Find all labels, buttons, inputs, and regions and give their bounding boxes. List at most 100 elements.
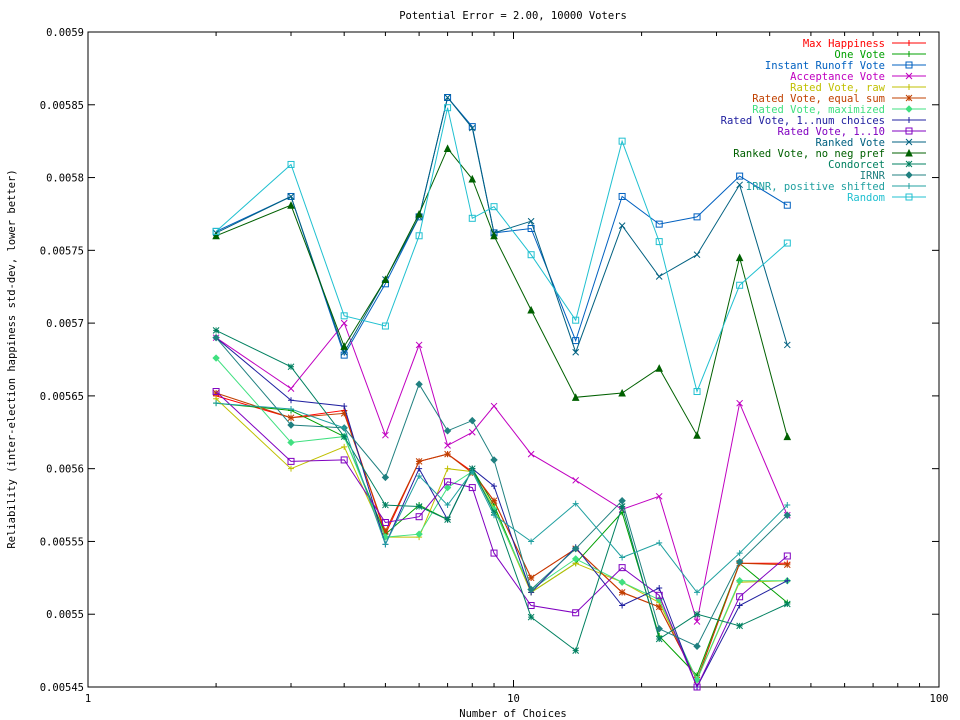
- data-point: [444, 465, 451, 472]
- data-point: [619, 602, 626, 609]
- data-point: [382, 431, 389, 439]
- legend-item: Rated Vote, 1..num choices: [721, 115, 926, 127]
- data-point: [416, 465, 423, 472]
- data-point: [212, 231, 220, 240]
- data-point: [736, 172, 744, 180]
- y-tick-label: 0.00585: [40, 100, 84, 112]
- data-point: [443, 144, 452, 152]
- data-point: [693, 642, 701, 650]
- data-point: [572, 316, 580, 324]
- data-point: [655, 273, 663, 280]
- data-point: [468, 214, 476, 222]
- data-point: [381, 519, 389, 527]
- data-point: [783, 432, 792, 441]
- data-point: [382, 541, 389, 548]
- series-instant-runoff-vote: [212, 94, 791, 359]
- data-point: [783, 239, 791, 247]
- data-point: [468, 124, 476, 132]
- data-point: [444, 104, 452, 112]
- data-point: [655, 591, 663, 599]
- data-point: [287, 363, 295, 371]
- data-point: [212, 227, 220, 235]
- data-point: [655, 492, 663, 500]
- legend-marker: [905, 193, 913, 201]
- data-point: [572, 476, 580, 484]
- data-point: [783, 341, 791, 349]
- data-point: [415, 341, 423, 349]
- legend-item: Ranked Vote, no neg pref: [733, 148, 926, 160]
- legend-label: Ranked Vote: [815, 137, 885, 149]
- data-point: [490, 549, 498, 557]
- legend-marker: [905, 160, 913, 168]
- data-point: [655, 603, 663, 611]
- chart-title: Potential Error = 2.00, 10000 Voters: [399, 10, 627, 22]
- data-point: [287, 457, 295, 465]
- data-point: [212, 333, 220, 342]
- legend-label: Condorcet: [828, 159, 885, 171]
- series-line: [215, 96, 788, 354]
- data-point: [571, 545, 580, 553]
- y-tick-label: 0.00555: [40, 536, 84, 548]
- data-point: [444, 502, 451, 509]
- data-point: [527, 450, 535, 458]
- data-point: [736, 593, 744, 601]
- legend-label: Rated Vote, raw: [790, 82, 886, 94]
- data-point: [415, 513, 423, 521]
- data-point: [287, 385, 295, 392]
- data-point: [618, 589, 626, 596]
- data-point: [784, 502, 791, 509]
- data-point: [572, 647, 580, 654]
- legend-label: One Vote: [834, 49, 885, 61]
- data-point: [618, 564, 626, 572]
- data-point: [415, 232, 423, 240]
- series-condorcet: [212, 327, 791, 654]
- data-point: [340, 312, 348, 320]
- x-tick-label: 100: [930, 693, 949, 705]
- data-point: [572, 348, 580, 356]
- legend-label: Rated Vote, maximized: [752, 104, 885, 116]
- series-line: [215, 96, 788, 357]
- data-point: [444, 94, 451, 101]
- data-point: [382, 501, 389, 509]
- legend-item: IRNR: [860, 170, 926, 182]
- legend-item: IRNR, positive shifted: [746, 181, 926, 193]
- data-point: [213, 400, 220, 407]
- data-point: [469, 468, 476, 475]
- legend-label: Random: [847, 192, 885, 204]
- data-point: [618, 222, 626, 229]
- y-tick-label: 0.00575: [40, 245, 84, 257]
- data-point: [340, 319, 348, 327]
- legend-item: Random: [847, 192, 926, 204]
- data-point: [341, 403, 348, 410]
- data-point: [444, 478, 452, 486]
- legend-item: Rated Vote, raw: [790, 82, 926, 94]
- data-point: [693, 618, 701, 625]
- data-point: [618, 137, 626, 145]
- legend-label: Instant Runoff Vote: [765, 60, 885, 72]
- data-point: [340, 342, 348, 350]
- legend-marker: [905, 61, 913, 69]
- data-point: [783, 201, 791, 209]
- data-point: [491, 483, 498, 490]
- data-point: [655, 220, 663, 228]
- series-rated-vote-equal-sum: [212, 389, 791, 684]
- data-point: [382, 527, 389, 535]
- data-point: [618, 578, 626, 586]
- data-point: [287, 193, 295, 200]
- data-point: [287, 201, 295, 209]
- data-point: [527, 601, 535, 609]
- data-point: [783, 600, 791, 608]
- y-tick-label: 0.0056: [46, 464, 84, 476]
- legend-marker: [905, 138, 913, 146]
- data-point: [693, 431, 701, 439]
- data-point: [572, 609, 580, 617]
- legend-label: Rated Vote, 1..num choices: [721, 115, 885, 127]
- data-point: [381, 473, 390, 482]
- legend-marker: [905, 94, 913, 102]
- y-tick-label: 0.0057: [46, 318, 84, 330]
- data-point: [212, 327, 220, 334]
- data-point: [736, 281, 744, 289]
- legend-item: One Vote: [834, 49, 926, 61]
- data-point: [288, 465, 295, 472]
